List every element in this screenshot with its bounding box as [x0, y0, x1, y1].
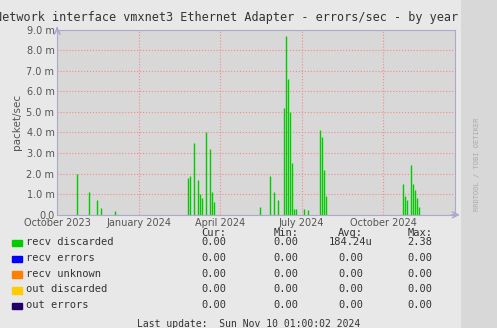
Text: 0.00: 0.00 — [338, 300, 363, 310]
Text: Network interface vmxnet3 Ethernet Adapter - errors/sec - by year: Network interface vmxnet3 Ethernet Adapt… — [0, 11, 458, 25]
Text: recv errors: recv errors — [26, 253, 95, 263]
Text: 0.00: 0.00 — [408, 300, 432, 310]
Text: RRDTOOL / TOBI OETIKER: RRDTOOL / TOBI OETIKER — [474, 117, 480, 211]
Text: recv unknown: recv unknown — [26, 269, 101, 278]
Text: out discarded: out discarded — [26, 284, 107, 294]
Text: 0.00: 0.00 — [408, 269, 432, 278]
Text: Min:: Min: — [273, 228, 298, 238]
Text: 0.00: 0.00 — [201, 269, 226, 278]
Text: 0.00: 0.00 — [408, 253, 432, 263]
Text: Max:: Max: — [408, 228, 432, 238]
Text: 0.00: 0.00 — [338, 269, 363, 278]
Text: 0.00: 0.00 — [273, 237, 298, 247]
Text: Cur:: Cur: — [201, 228, 226, 238]
Text: 0.00: 0.00 — [201, 284, 226, 294]
Y-axis label: packet/sec: packet/sec — [12, 94, 22, 150]
Text: 0.00: 0.00 — [201, 300, 226, 310]
Text: 0.00: 0.00 — [338, 284, 363, 294]
Text: 0.00: 0.00 — [201, 237, 226, 247]
Text: 0.00: 0.00 — [273, 300, 298, 310]
Text: 2.38: 2.38 — [408, 237, 432, 247]
Text: 0.00: 0.00 — [273, 253, 298, 263]
Text: Avg:: Avg: — [338, 228, 363, 238]
Text: out errors: out errors — [26, 300, 89, 310]
Text: 0.00: 0.00 — [273, 269, 298, 278]
Text: 0.00: 0.00 — [201, 253, 226, 263]
Text: 184.24u: 184.24u — [329, 237, 372, 247]
Text: 0.00: 0.00 — [408, 284, 432, 294]
Text: recv discarded: recv discarded — [26, 237, 114, 247]
Text: Last update:  Sun Nov 10 01:00:02 2024: Last update: Sun Nov 10 01:00:02 2024 — [137, 319, 360, 328]
Text: 0.00: 0.00 — [273, 284, 298, 294]
Text: 0.00: 0.00 — [338, 253, 363, 263]
